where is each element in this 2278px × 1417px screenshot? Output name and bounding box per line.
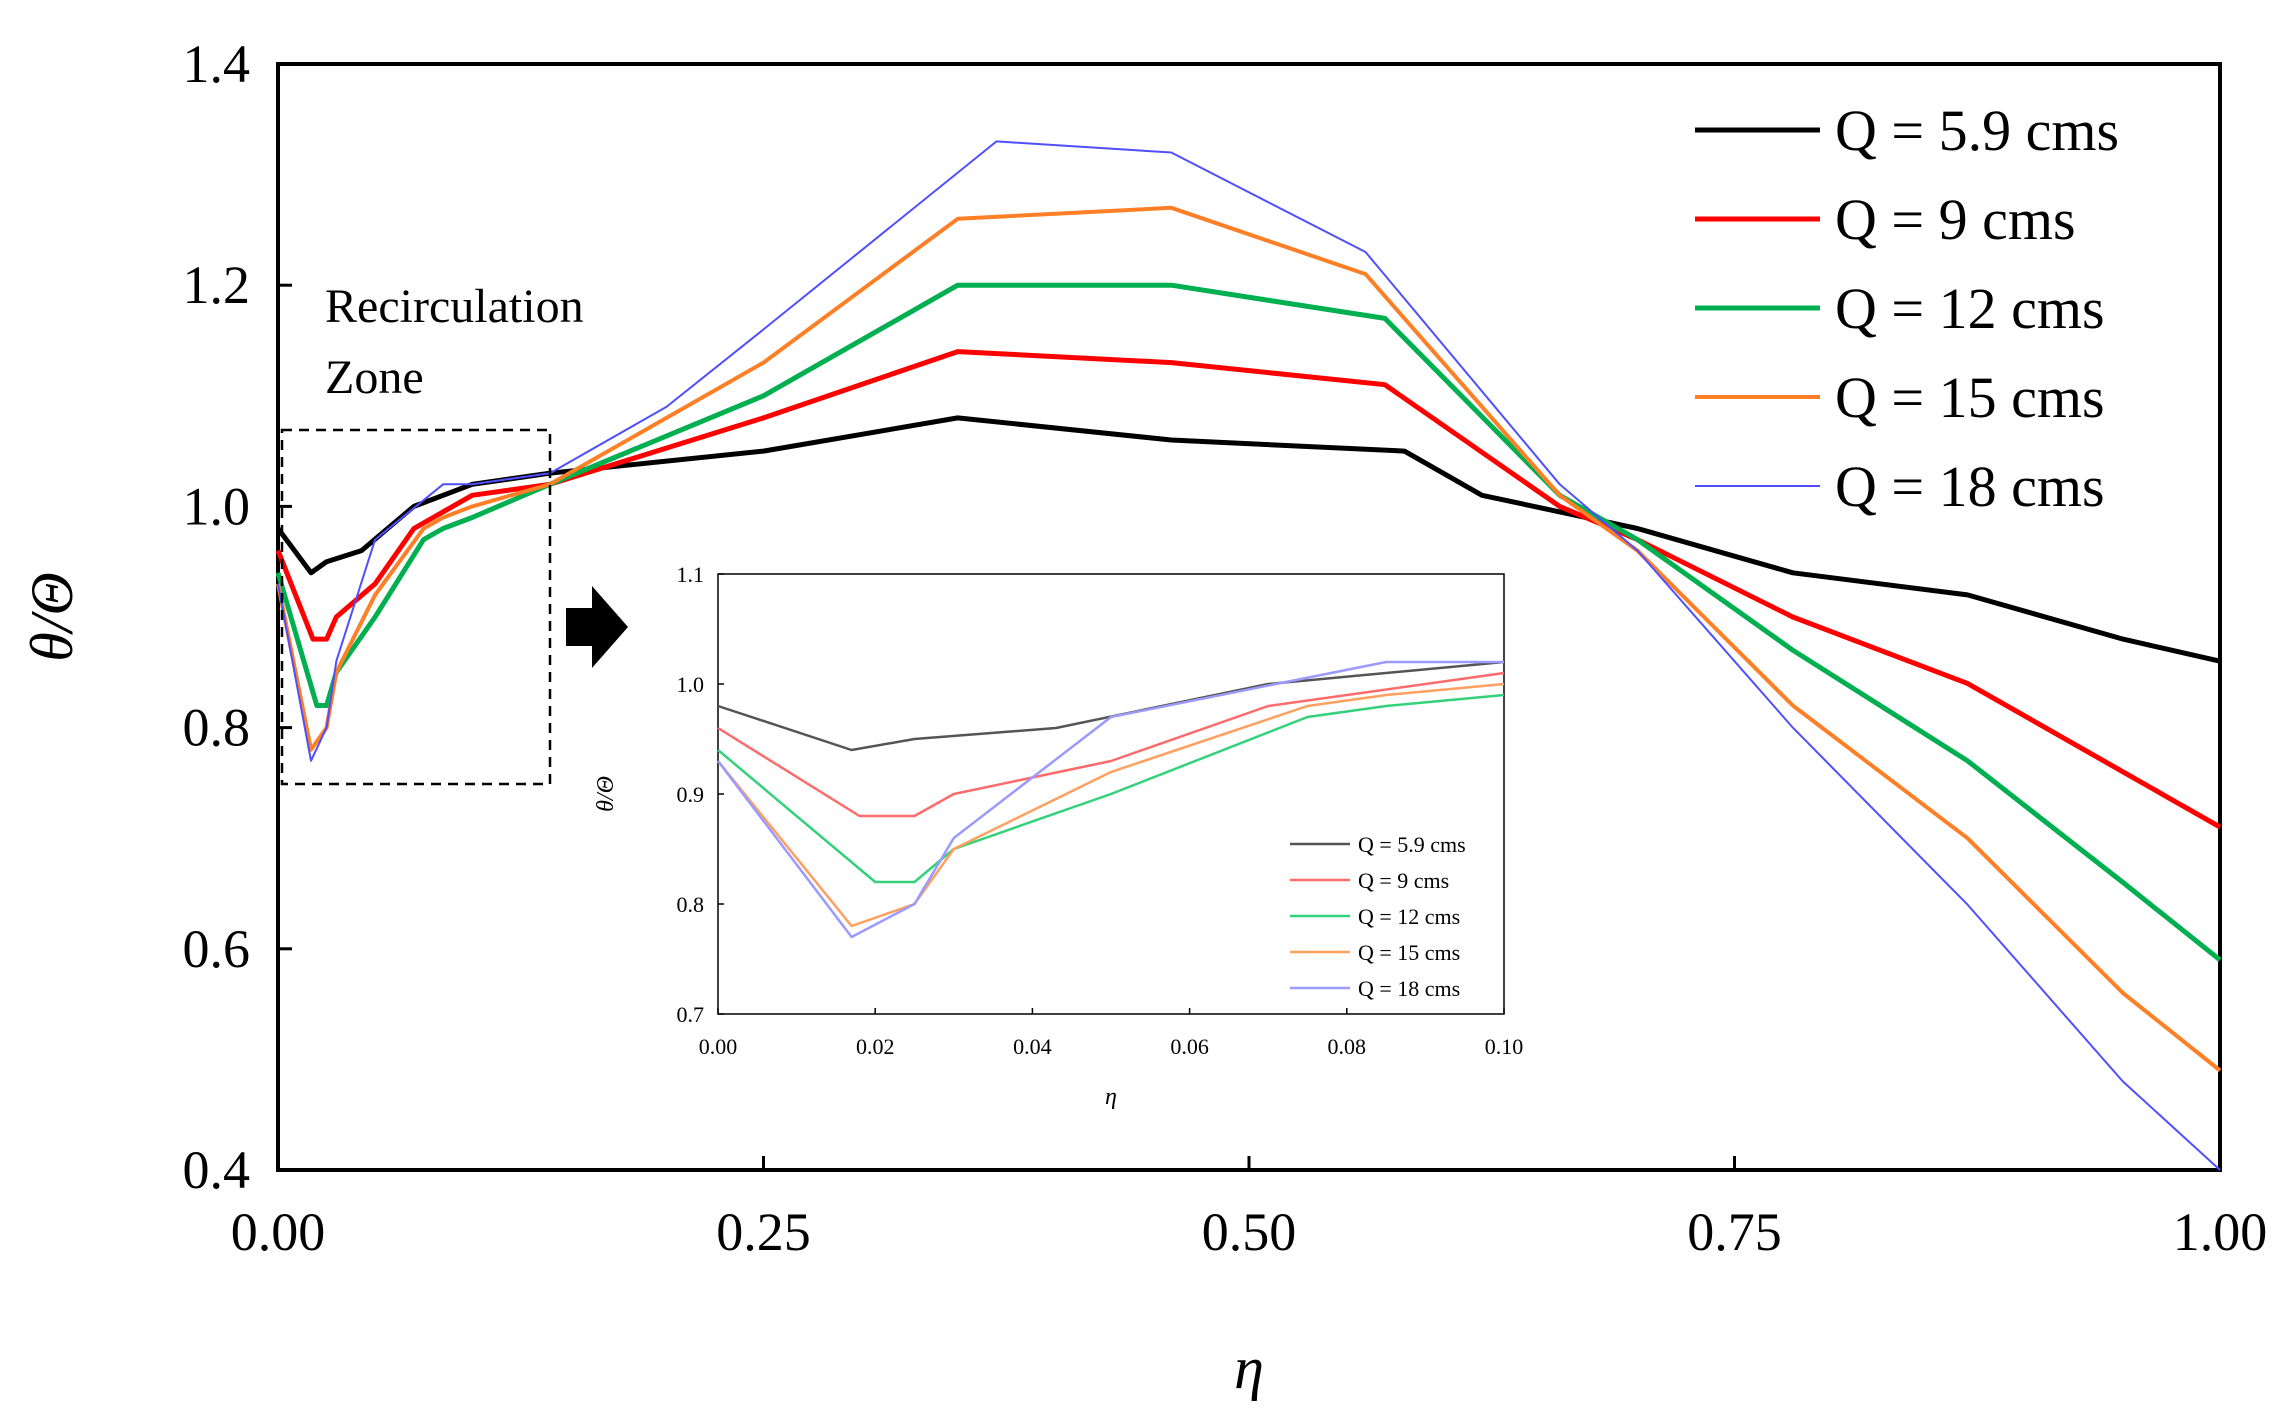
inset-axes: 0.00 0.02 0.04 0.06 0.08 0.10 0.7 0.8 0.9 1.0 1.1 (677, 562, 1524, 1059)
main-series (275, 140, 2222, 1171)
main-legend-label-5: Q = 18 cms (1835, 454, 2105, 519)
main-legend-label-4: Q = 15 cms (1835, 365, 2105, 430)
zoom-arrow-icon (566, 586, 628, 668)
inset-y-tick-label: 0.9 (677, 782, 705, 807)
inset-x-tick-label: 0.08 (1328, 1034, 1367, 1059)
inset-legend-label-3: Q = 12 cms (1358, 904, 1460, 929)
recirculation-label-line2: Zone (325, 351, 424, 404)
main-series-line-4 (276, 205, 2222, 1073)
main-legend-label-1: Q = 5.9 cms (1835, 98, 2119, 163)
inset-y-tick-label: 0.8 (677, 892, 705, 917)
recirculation-label-line1: Recirculation (325, 280, 584, 333)
inset-series-line-4 (717, 682, 1505, 928)
inset-y-tick-label: 1.1 (677, 562, 705, 587)
main-series-line-2 (275, 349, 2222, 830)
main-legend: Q = 5.9 cms Q = 9 cms Q = 12 cms Q = 15 cms… (1695, 98, 2119, 519)
main-axes: 0.00 0.25 0.50 0.75 1.00 0.4 0.6 0.8 1.0 1.2 1.4 (183, 34, 2268, 1262)
inset-x-tick-label: 0.06 (1170, 1034, 1209, 1059)
inset-x-tick-label: 0.04 (1013, 1034, 1052, 1059)
inset-series (717, 660, 1505, 939)
main-y-tick-label: 1.4 (183, 34, 251, 94)
inset-y-tick-label: 0.7 (677, 1002, 705, 1027)
inset-x-axis-label: η (1105, 1084, 1117, 1110)
inset-legend-label-4: Q = 15 cms (1358, 940, 1460, 965)
main-series-line-1 (275, 415, 2221, 664)
main-x-axis-label: η (1234, 1335, 1264, 1401)
inset-y-axis-label: θ/Θ (593, 776, 619, 812)
inset-y-tick-label: 1.0 (677, 672, 705, 697)
main-y-tick-label: 0.6 (183, 919, 251, 979)
inset-series-line-2 (717, 671, 1505, 818)
main-x-tick-label: 0.50 (1202, 1202, 1297, 1262)
main-x-tick-label: 0.75 (1687, 1202, 1782, 1262)
main-series-line-5 (277, 140, 2221, 1171)
inset-legend-label-2: Q = 9 cms (1358, 868, 1449, 893)
inset-legend-label-5: Q = 18 cms (1358, 976, 1460, 1001)
main-legend-label-2: Q = 9 cms (1835, 187, 2076, 252)
main-y-axis-label: θ/Θ (19, 572, 85, 661)
inset-x-tick-label: 0.10 (1485, 1034, 1524, 1059)
main-y-tick-label: 0.8 (183, 698, 251, 758)
main-x-tick-label: 1.00 (2173, 1202, 2268, 1262)
main-x-tick-label: 0.00 (231, 1202, 326, 1262)
inset-series-line-3 (717, 693, 1505, 884)
main-y-tick-label: 1.2 (183, 255, 251, 315)
main-x-tick-label: 0.25 (716, 1202, 811, 1262)
main-y-tick-label: 0.4 (183, 1140, 251, 1200)
inset-x-tick-label: 0.02 (856, 1034, 895, 1059)
main-legend-label-3: Q = 12 cms (1835, 276, 2105, 341)
inset-series-line-1 (717, 660, 1505, 752)
inset-legend-label-1: Q = 5.9 cms (1358, 832, 1466, 857)
main-y-tick-label: 1.0 (183, 476, 251, 536)
inset-legend: Q = 5.9 cms Q = 9 cms Q = 12 cms Q = 15 cms… (1290, 832, 1466, 1001)
inset-series-line-5 (717, 660, 1504, 939)
inset-x-tick-label: 0.00 (699, 1034, 738, 1059)
recirculation-zone-box (280, 428, 552, 786)
